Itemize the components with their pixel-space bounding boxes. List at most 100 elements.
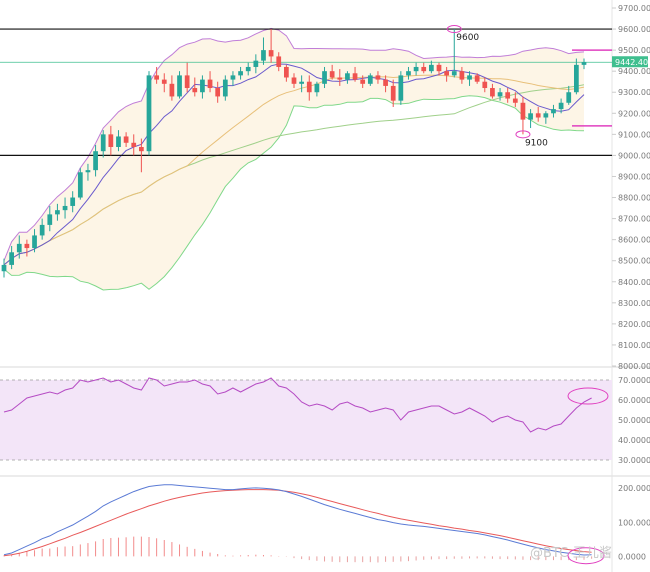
candle-body <box>474 75 480 82</box>
watermark: @BTC-王儿酱 <box>530 546 612 561</box>
candle-body <box>398 75 404 101</box>
candle-body <box>177 75 182 97</box>
candle-body <box>169 83 175 97</box>
candle-body <box>512 98 518 103</box>
candle-body <box>551 109 556 114</box>
candle-body <box>222 79 228 97</box>
candle-body <box>322 71 327 84</box>
candle-body <box>32 235 37 249</box>
y-tick-label: 8100.00 <box>618 341 650 350</box>
candle-body <box>528 113 533 120</box>
candle-body <box>459 71 465 80</box>
candle-body <box>337 77 343 80</box>
candle-body <box>16 243 22 253</box>
candle-body <box>406 71 411 76</box>
candle-body <box>383 79 388 86</box>
candle-body <box>421 66 427 72</box>
macd-signal-line <box>3 489 592 557</box>
y-tick-label: 8900.00 <box>618 172 650 181</box>
y-tick-label: 8300.00 <box>618 299 650 308</box>
candle-body <box>39 224 45 236</box>
rsi-panel <box>0 377 612 461</box>
annotation-label: 9600 <box>456 33 479 43</box>
candle-body <box>70 197 76 206</box>
y-tick-label: 8700.00 <box>618 215 650 224</box>
y-tick-label: 8400.00 <box>618 278 650 287</box>
candle-body <box>93 151 98 171</box>
candle-body <box>184 75 190 89</box>
candle-body <box>566 92 572 103</box>
candle-body <box>375 75 381 80</box>
candle-body <box>146 75 152 152</box>
candle-body <box>215 88 221 97</box>
candle-body <box>100 134 106 152</box>
y-tick-label: 9500.00 <box>618 46 650 55</box>
candle-body <box>253 60 259 67</box>
bollinger-upper-line <box>3 27 585 261</box>
macd-tick-label: 0.0000 <box>618 552 646 561</box>
candle-body <box>444 71 449 76</box>
candle-body <box>558 102 564 110</box>
y-tick-label: 8600.00 <box>618 236 650 245</box>
candle-body <box>467 75 472 80</box>
candle-body <box>55 210 60 215</box>
last-price-label: 9442.40 <box>615 58 648 67</box>
candle-body <box>306 81 312 93</box>
y-tick-label: 9400.00 <box>618 67 650 76</box>
annotation-label: 9100 <box>525 138 548 148</box>
candle-body <box>192 88 198 93</box>
bollinger-lower-line <box>3 95 585 291</box>
candle-body <box>9 252 14 265</box>
candle-body <box>24 243 30 249</box>
candle-body <box>268 50 274 57</box>
rsi-tick-label: 40.0000 <box>618 436 650 445</box>
candle-body <box>47 214 53 225</box>
candle-body <box>261 50 266 61</box>
annotation-circle <box>515 130 531 139</box>
candle-body <box>345 73 350 80</box>
rsi-tick-label: 70.0000 <box>618 376 650 385</box>
candle-body <box>436 64 442 72</box>
candle-body <box>123 136 129 143</box>
rsi-tick-label: 30.0000 <box>618 456 650 465</box>
y-tick-label: 8500.00 <box>618 257 650 266</box>
macd-tick-label: 200.0000 <box>618 484 650 493</box>
y-tick-label: 9700.00 <box>618 4 650 13</box>
y-tick-label: 9200.00 <box>618 109 650 118</box>
candle-body <box>139 146 144 152</box>
candle-body <box>207 79 213 89</box>
candle-body <box>490 88 495 97</box>
macd-line <box>3 484 592 556</box>
candle-body <box>352 73 358 80</box>
candle-body <box>161 79 167 84</box>
candle-body <box>230 75 236 80</box>
macd-panel <box>3 484 605 565</box>
candle-body <box>284 66 289 78</box>
rsi-line <box>3 377 592 433</box>
annotation-circle <box>446 25 462 34</box>
candle-body <box>85 170 91 173</box>
price-panel: 9600 9100 <box>0 25 612 291</box>
candle-body <box>535 113 541 118</box>
candle-body <box>360 79 366 84</box>
last-price-badge <box>612 56 648 68</box>
y-tick-label: 8000.00 <box>618 362 650 371</box>
candle-body <box>116 136 121 147</box>
candle-body <box>299 81 304 84</box>
candle-body <box>77 172 83 198</box>
candle-body <box>108 134 114 147</box>
candle-body <box>276 56 282 67</box>
candle-body <box>154 75 159 80</box>
rsi-tick-label: 60.0000 <box>618 396 650 405</box>
candle-body <box>451 71 457 76</box>
y-tick-label: 8200.00 <box>618 320 650 329</box>
candle-body <box>482 81 488 89</box>
candle-body <box>314 83 320 93</box>
ma-fast-line <box>3 63 585 266</box>
macd-tick-label: 100.0000 <box>618 518 650 527</box>
candle-body <box>497 92 503 97</box>
candle-body <box>429 64 434 72</box>
candle-body <box>505 92 511 99</box>
candle-body <box>581 62 587 65</box>
